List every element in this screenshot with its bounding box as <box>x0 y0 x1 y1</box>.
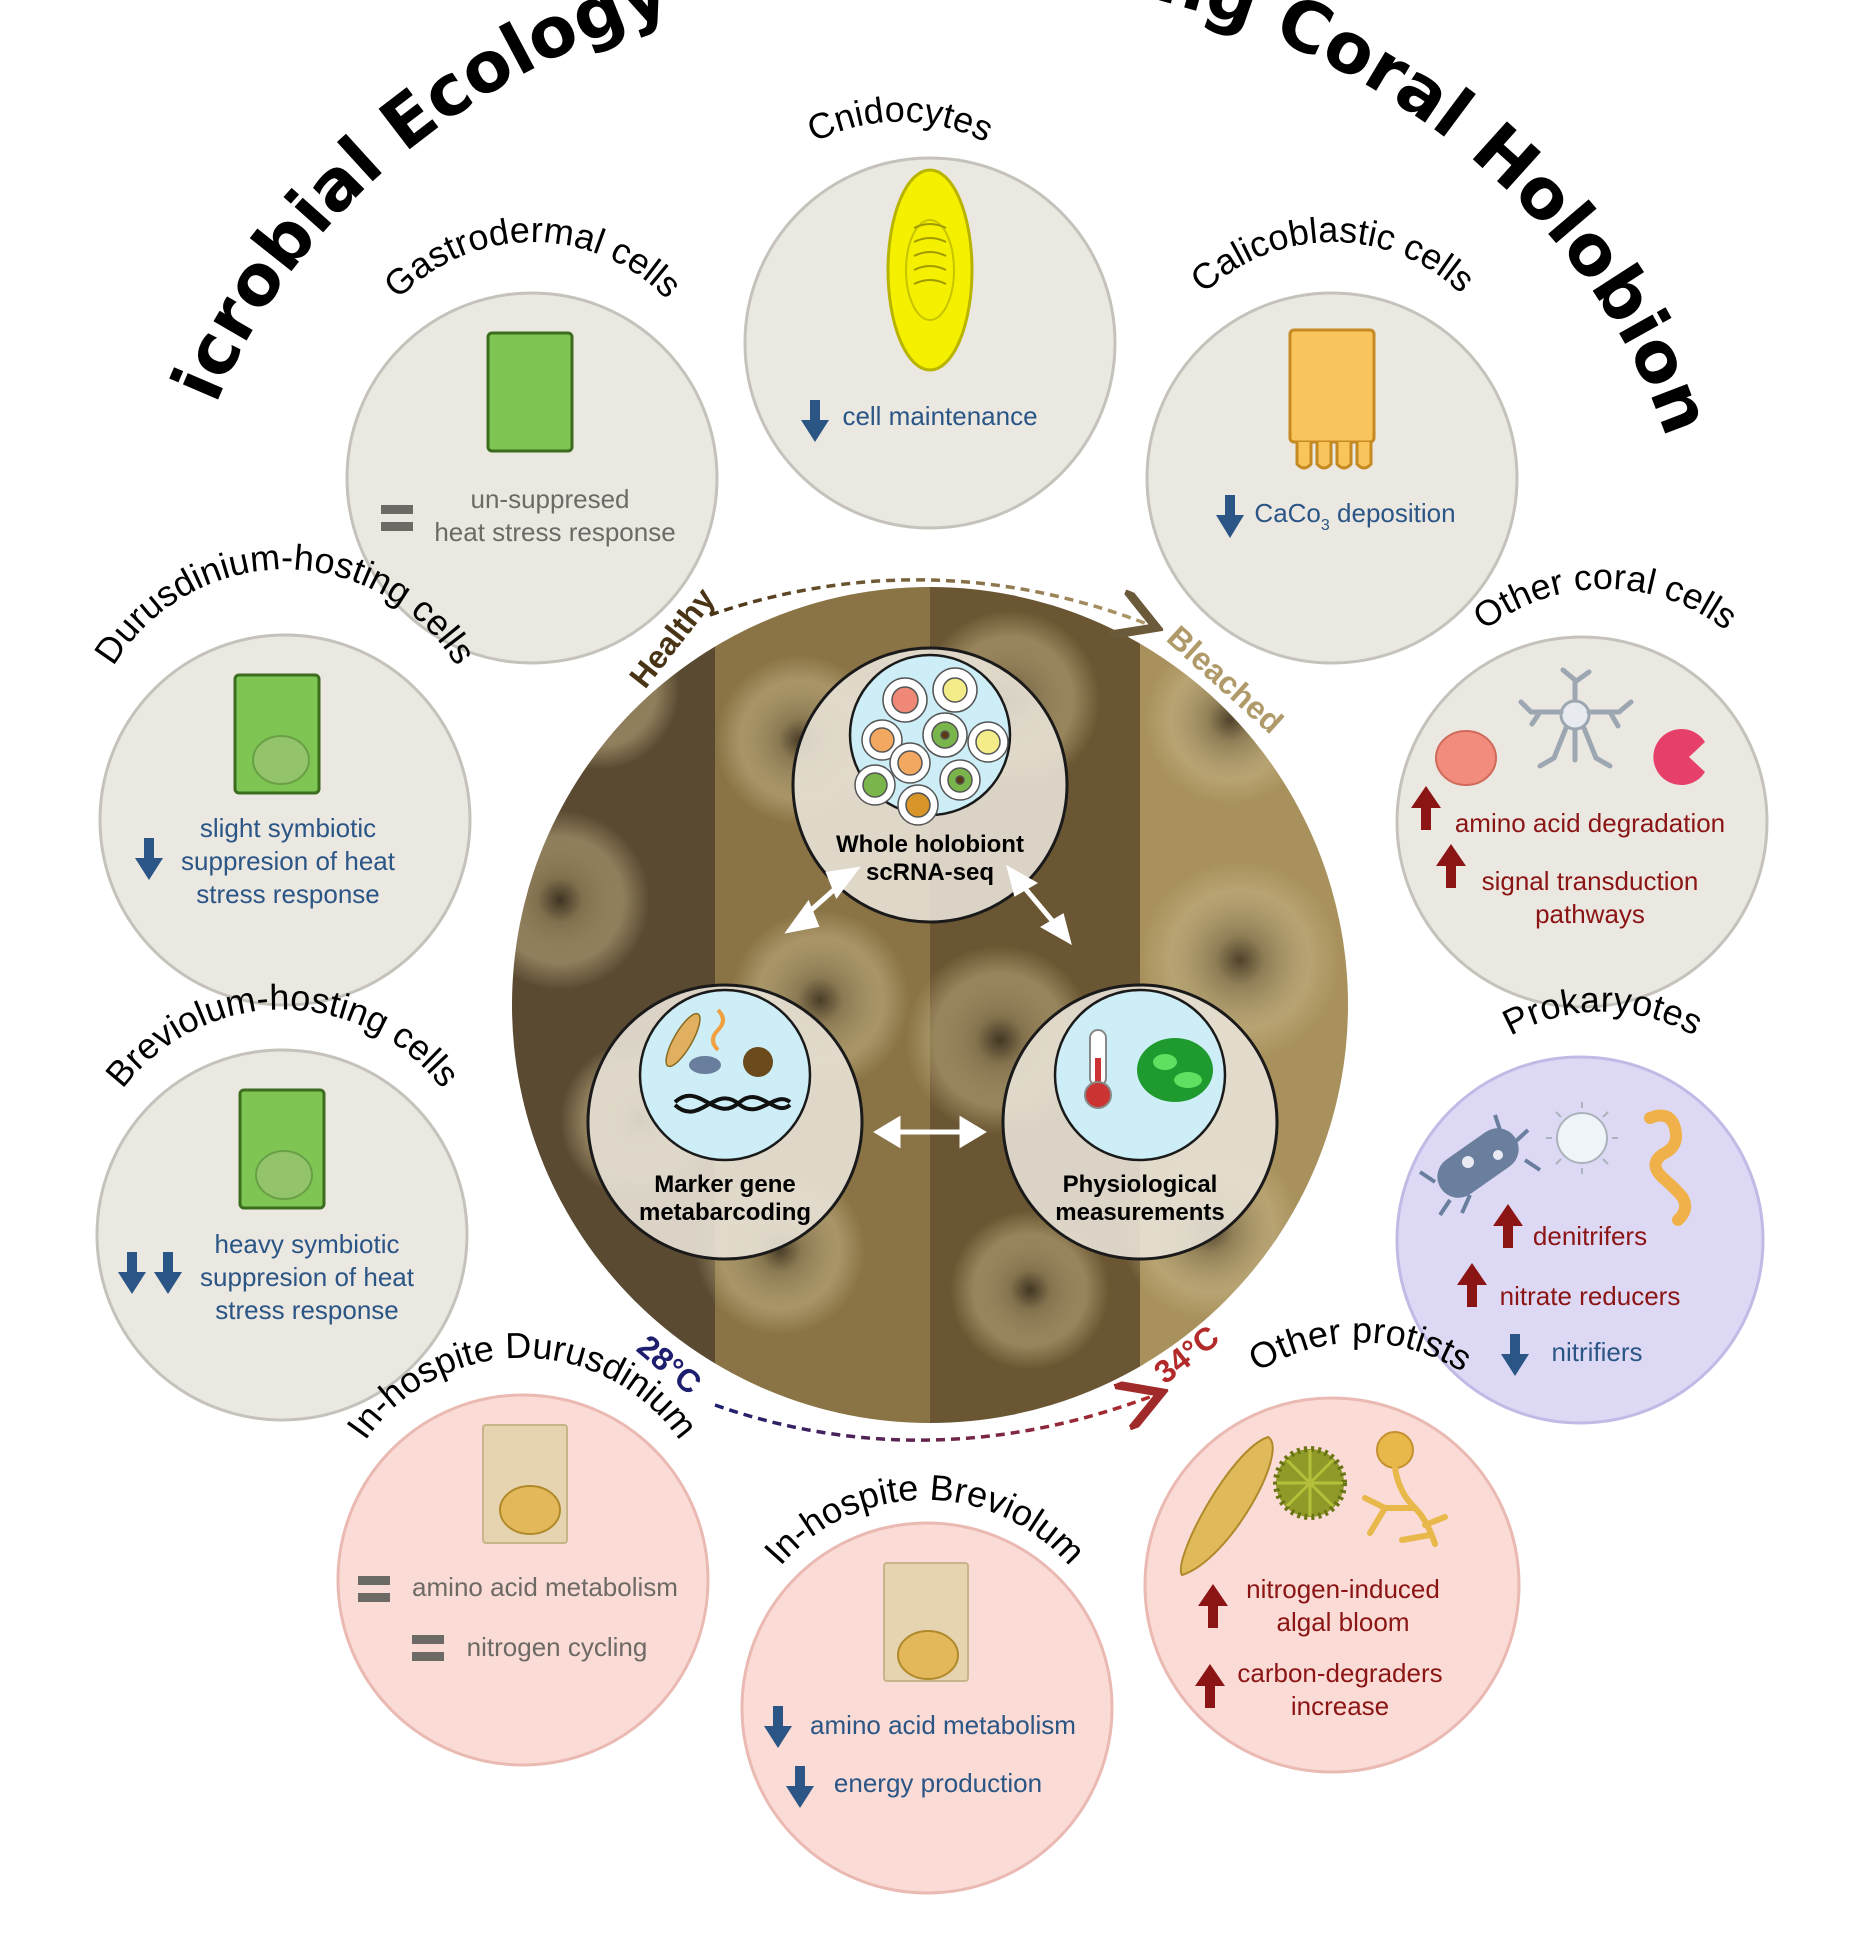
durusdinium-hosting-cell-icon <box>233 673 321 795</box>
breviolum-hosting-effect-1: heavy symbiotic <box>215 1229 400 1259</box>
down-arrow-icon <box>764 1706 792 1748</box>
other-protists-effect-1a: nitrogen-induced <box>1246 1574 1440 1604</box>
metabarcoding-hub: Marker gene metabarcoding <box>586 983 864 1261</box>
cnidocytes-title: Cnidocytes <box>801 88 1000 149</box>
up-arrow-icon <box>1411 786 1441 830</box>
single-cells-icon <box>854 667 1009 826</box>
pacman-cell-icon <box>1653 729 1706 786</box>
fungus-icon <box>1362 1431 1448 1547</box>
rod-bacterium-icon <box>1418 1114 1542 1217</box>
other-coral-effect-2b: pathways <box>1535 899 1645 929</box>
physiological-hub: Physiological measurements <box>1001 983 1279 1261</box>
up-arrow-icon <box>1457 1263 1487 1307</box>
radiolarian-icon <box>1273 1446 1347 1520</box>
gastrodermal-title: Gastrodermal cells <box>376 209 690 306</box>
diatom-icon <box>1179 1435 1274 1577</box>
up-arrow-icon <box>1195 1664 1225 1708</box>
physio-hub-label-1: Physiological <box>1063 1171 1218 1198</box>
microbes-dna-icon <box>665 1008 792 1114</box>
breviolum-hosting-panel: Breviolum-hosting cells heavy symbiotic … <box>95 976 469 1422</box>
equal-sign-icon <box>412 1635 444 1661</box>
temperature-axis-arrow <box>714 1395 1155 1442</box>
other-coral-cells-panel: Other coral cells amino acid degradation… <box>1395 556 1769 1009</box>
gastrodermal-cell-icon <box>486 331 574 453</box>
cnidocytes-panel: Cnidocytes cell maintenance <box>743 88 1117 530</box>
up-arrow-icon <box>1198 1584 1228 1628</box>
symbiont-cell-icon <box>1137 1038 1213 1102</box>
down-arrow-icon <box>135 838 163 880</box>
scrna-hub-label-1: Whole holobiont <box>836 831 1024 858</box>
breviolum-symbiont-icon <box>883 1562 969 1682</box>
double-down-arrow-icon <box>118 1252 182 1294</box>
equal-sign-icon <box>381 505 413 531</box>
durusdinium-hosting-effect-1: slight symbiotic <box>200 813 376 843</box>
other-coral-effect-1: amino acid degradation <box>1455 808 1725 838</box>
breviolum-hosting-effect-2: suppresion of heat <box>200 1262 415 1292</box>
other-protists-effect-1b: algal bloom <box>1277 1607 1410 1637</box>
inhospite-breviolum-effect-2: energy production <box>834 1768 1042 1798</box>
cnidocytes-effect: cell maintenance <box>842 401 1037 431</box>
durusdinium-hosting-effect-3: stress response <box>196 879 380 909</box>
up-arrow-icon <box>1436 844 1466 888</box>
inhospite-durusdinium-effect-1: amino acid metabolism <box>412 1572 678 1602</box>
prokaryotes-effect-3: nitrifiers <box>1551 1337 1642 1367</box>
neuron-icon <box>1518 667 1634 769</box>
thermometer-icon <box>1084 1029 1112 1109</box>
gastrodermal-effect-2: heat stress response <box>434 517 675 547</box>
prokaryotes-panel: Prokaryotes denitrifers nitrate reducers <box>1395 978 1765 1425</box>
metabarcoding-hub-label-2: metabarcoding <box>639 1199 811 1226</box>
health-axis-arrow <box>709 578 1150 625</box>
up-arrow-icon <box>1493 1204 1523 1248</box>
scrna-seq-hub: Whole holobiont scRNA-seq <box>791 646 1069 924</box>
down-arrow-icon <box>1501 1334 1529 1376</box>
inhospite-durusdinium-effect-2: nitrogen cycling <box>467 1632 648 1662</box>
calicoblastic-effect: CaCo3 deposition <box>1254 498 1455 534</box>
prokaryotes-effect-1: denitrifers <box>1533 1221 1647 1251</box>
calicoblastic-panel: Calicoblastic cells CaCo3 deposition <box>1145 209 1519 665</box>
spirillum-icon <box>1644 1109 1692 1226</box>
breviolum-hosting-effect-3: stress response <box>215 1295 399 1325</box>
hub-connector-arrows <box>784 864 1072 1149</box>
other-coral-cells-title: Other coral cells <box>1465 556 1745 637</box>
gastrodermal-effect-1: un-suppresed <box>471 484 630 514</box>
durusdinium-hosting-panel: Durusdinium-hosting cells slight symbiot… <box>86 536 484 1007</box>
inhospite-breviolum-panel: In-hospite Breviolum amino acid metaboli… <box>740 1467 1114 1895</box>
coccus-icon <box>1546 1102 1618 1174</box>
other-protists-effect-2b: increase <box>1291 1691 1389 1721</box>
down-arrow-icon <box>1216 495 1244 538</box>
cnidocyte-icon <box>886 168 974 372</box>
other-coral-effect-2a: signal transduction <box>1482 866 1699 896</box>
round-cell-icon <box>1435 730 1497 786</box>
calicoblastic-cell-icon <box>1288 328 1376 470</box>
inhospite-durusdinium-panel: In-hospite Durusdinium amino acid metabo… <box>336 1325 710 1767</box>
metabarcoding-hub-label-1: Marker gene <box>654 1171 795 1198</box>
scrna-hub-label-2: scRNA-seq <box>866 859 994 886</box>
breviolum-hosting-cell-icon <box>238 1088 326 1210</box>
inhospite-breviolum-effect-1: amino acid metabolism <box>810 1710 1076 1740</box>
durusdinium-hosting-effect-2: suppresion of heat <box>181 846 396 876</box>
calicoblastic-title: Calicoblastic cells <box>1182 209 1483 300</box>
other-protists-effect-2a: carbon-degraders <box>1237 1658 1442 1688</box>
equal-sign-icon <box>358 1576 390 1602</box>
physio-hub-label-2: measurements <box>1055 1199 1224 1226</box>
durusdinium-symbiont-icon <box>482 1424 568 1544</box>
down-arrow-icon <box>801 400 829 442</box>
prokaryotes-effect-2: nitrate reducers <box>1500 1281 1681 1311</box>
down-arrow-icon <box>786 1766 814 1808</box>
